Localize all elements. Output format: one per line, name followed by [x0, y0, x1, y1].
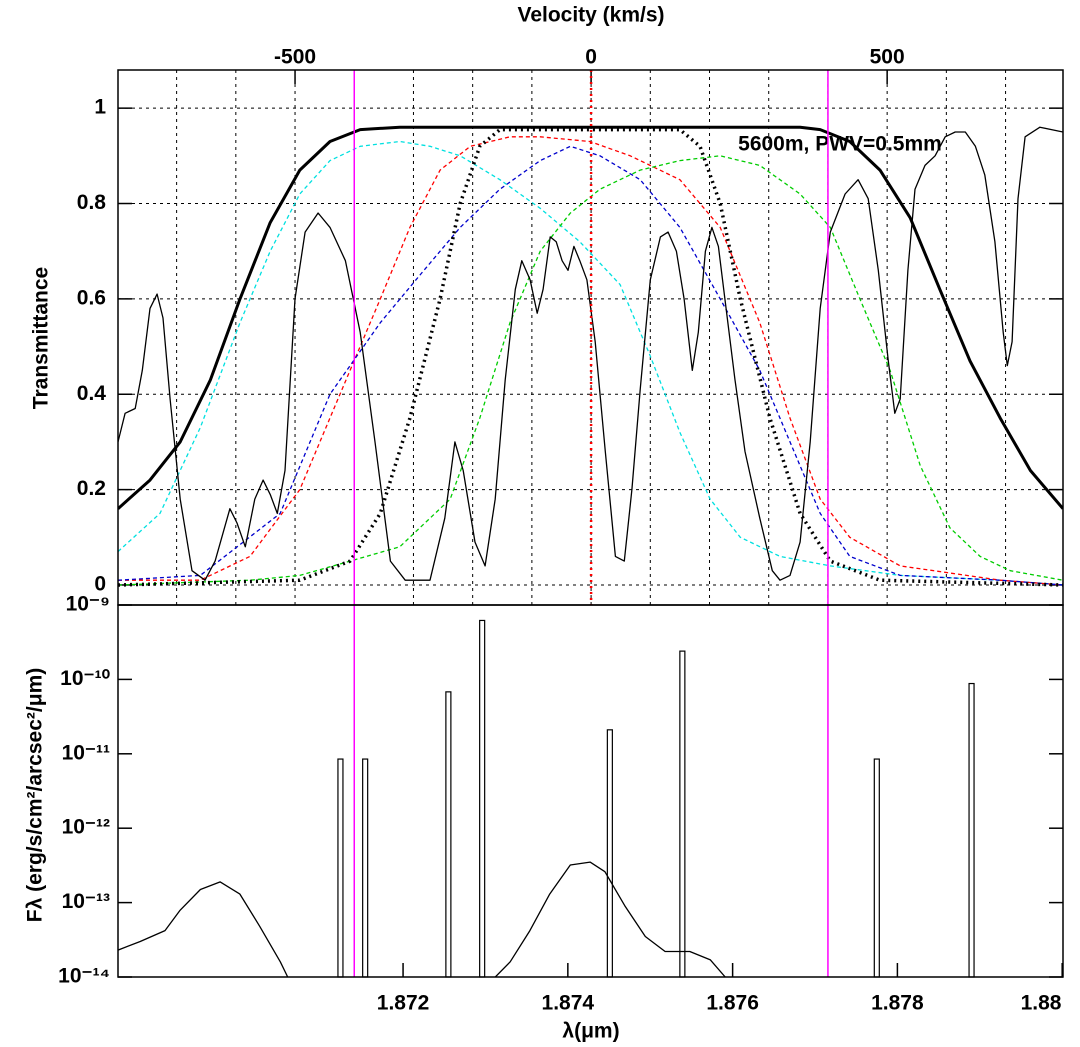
y-tick-label: 0	[94, 573, 106, 596]
bar	[362, 758, 369, 978]
bar	[873, 758, 880, 978]
top-y-axis-label: Transmittance	[30, 267, 53, 409]
bar	[968, 682, 975, 978]
bottom-panel-frame	[117, 604, 1064, 978]
y-tick-label: 0.4	[77, 382, 107, 405]
y-tick-label: 0.2	[77, 477, 106, 500]
y-tick-label: 0.6	[77, 286, 106, 309]
x-tick-label: 1.874	[542, 992, 595, 1015]
y-tick-label: 10⁻¹¹	[62, 741, 110, 764]
bar	[445, 691, 452, 978]
x2-tick-label: 500	[870, 46, 905, 69]
annotation: 5600m, PWV=0.5mm	[738, 133, 942, 156]
bar	[479, 619, 486, 978]
y-tick-label: 10⁻⁹	[66, 593, 110, 616]
transmission-line	[118, 136, 1063, 586]
x-tick-label: 1.876	[706, 992, 759, 1015]
transmission-line	[118, 125, 1063, 510]
x2-tick-label: 0	[585, 46, 597, 69]
y-tick-label: 1	[94, 96, 106, 119]
y-tick-label: 10⁻¹⁰	[60, 667, 110, 690]
transmission-line	[118, 145, 1063, 586]
flux-line	[118, 861, 726, 977]
y-tick-label: 10⁻¹³	[62, 890, 110, 913]
y-tick-label: 10⁻¹²	[62, 816, 110, 839]
x-tick-label: 1.872	[377, 992, 430, 1015]
bar	[679, 650, 686, 978]
x-tick-label: 1.88	[1021, 992, 1062, 1015]
x-tick-label: 1.878	[871, 992, 924, 1015]
top-axis-label: Velocity (km/s)	[517, 4, 664, 27]
bar	[337, 758, 344, 978]
transmission-line	[118, 126, 1063, 581]
bar	[606, 729, 613, 978]
transmission-line	[118, 155, 1063, 586]
x2-tick-label: -500	[274, 46, 316, 69]
transmission-line	[118, 127, 1063, 587]
y-tick-label: 10⁻¹⁴	[58, 965, 110, 988]
bottom-y-axis-label: Fλ (erg/s/cm²/arcsec²/μm)	[24, 668, 47, 922]
y-tick-label: 0.8	[77, 191, 107, 214]
x-axis-label: λ(μm)	[562, 1020, 619, 1043]
